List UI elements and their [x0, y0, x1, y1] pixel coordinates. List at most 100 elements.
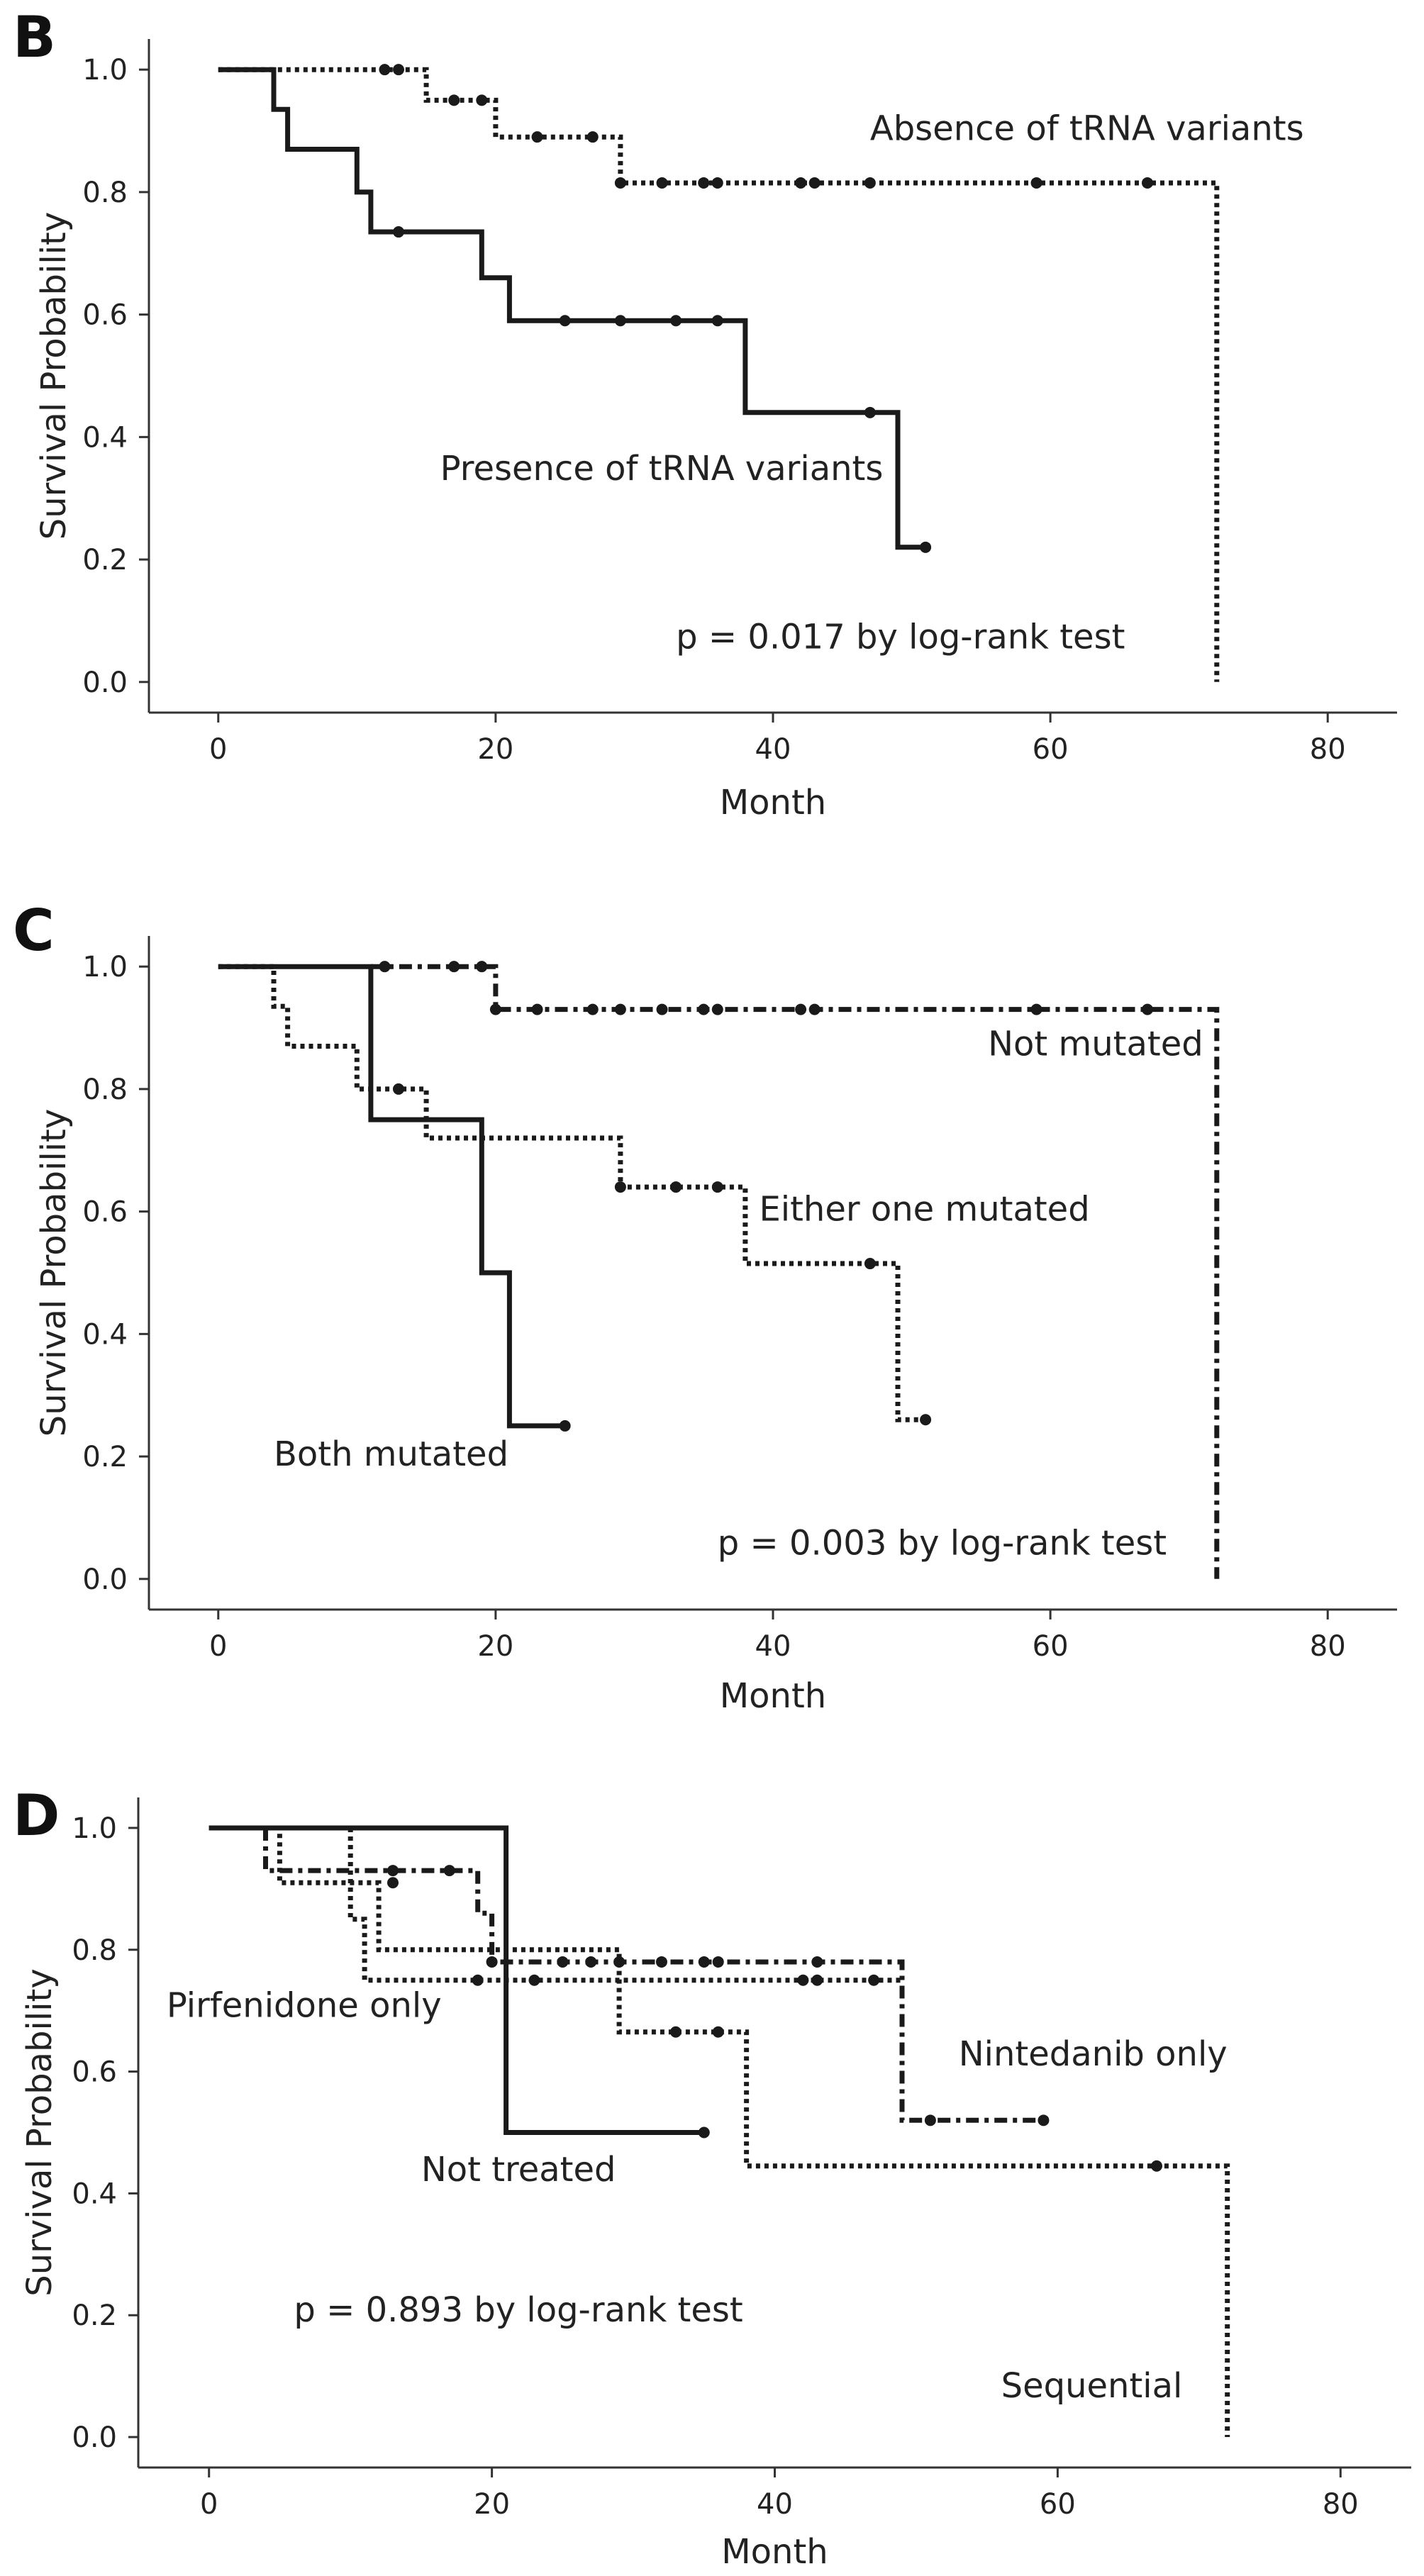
panel-d-censor-mark-pirfenidone-only [811, 1974, 823, 1986]
panel-b-y-tick-label: 0.6 [82, 299, 128, 332]
panel-b-x-tick-label: 60 [1033, 733, 1069, 766]
panel-d-x-tick-label: 60 [1040, 2488, 1076, 2521]
panel-b-censor-mark-presence-of-trna-variants [670, 315, 682, 327]
panel-d-series-pirfenidone-only [347, 1828, 902, 1983]
panel-d-y-tick-label: 0.2 [72, 2299, 117, 2332]
panel-d-censor-mark-nintedanib-only [712, 1956, 724, 1968]
panel-d-x-tick-label: 20 [474, 2488, 510, 2521]
panel-c-censor-mark-not-mutated [1030, 1003, 1042, 1015]
panel-c-label: Not mutated [988, 1024, 1203, 1064]
panel-c-censor-mark-not-mutated [1142, 1003, 1153, 1015]
panel-c-censor-mark-either-one-mutated [920, 1414, 932, 1426]
panel-c-censor-mark-both-mutated [559, 1420, 571, 1432]
panel-d-label: Sequential [1001, 2366, 1183, 2406]
panel-b-censor-mark-absence-of-trna-variants [1030, 177, 1042, 189]
panel-c-y-tick-label: 0.8 [82, 1074, 128, 1106]
panel-c-y-tick-label: 0.6 [82, 1196, 128, 1229]
panel-c-x-axis-title: Month [720, 1676, 826, 1716]
panel-d-y-tick-label: 0.4 [72, 2178, 117, 2210]
panel-c-series-not-mutated [370, 964, 1220, 1579]
panel-b-y-tick-label: 0.8 [82, 177, 128, 209]
panel-c-censor-mark-not-mutated [379, 961, 391, 973]
panel-d-label: p = 0.893 by log-rank test [294, 2290, 742, 2330]
panel-c-y-tick-label: 0.4 [82, 1318, 128, 1351]
panel-c-censor-mark-not-mutated [656, 1003, 668, 1015]
panel-b-censor-mark-absence-of-trna-variants [698, 177, 710, 189]
panel-b-label: Presence of tRNA variants [440, 449, 884, 489]
panel-c-label: p = 0.003 by log-rank test [718, 1523, 1167, 1563]
panel-b-y-tick-label: 0.4 [82, 421, 128, 454]
panel-d-censor-mark-not-treated [698, 2126, 710, 2139]
panel-b-censor-mark-absence-of-trna-variants [448, 94, 460, 106]
panel-b-censor-mark-absence-of-trna-variants [808, 177, 821, 189]
panel-d-censor-mark-sequential [387, 1877, 399, 1889]
panel-d-y-tick-label: 1.0 [72, 1812, 117, 1845]
panel-b-series-presence-of-trna-variants [218, 67, 926, 550]
panel-c-x-tick-label: 60 [1033, 1630, 1069, 1663]
panel-d-series-nintedanib-only [263, 1828, 1044, 2123]
panel-d-censor-mark-nintedanib-only [613, 1956, 625, 1968]
panel-b-censor-mark-absence-of-trna-variants [614, 177, 626, 189]
panel-b-censor-mark-absence-of-trna-variants [1142, 177, 1153, 189]
panel-b-censor-mark-presence-of-trna-variants [559, 315, 571, 327]
panel-b-censor-mark-absence-of-trna-variants [711, 177, 723, 189]
panel-d-y-tick-label: 0.8 [72, 1934, 117, 1967]
panel-b-x-tick-label: 40 [755, 733, 791, 766]
panel-b-censor-mark-absence-of-trna-variants [795, 177, 807, 189]
panel-c-series-either-one-mutated [218, 964, 926, 1422]
panel-b-letter: B [13, 4, 56, 70]
panel-b-y-tick-label: 0.0 [82, 667, 128, 699]
panel-c-y-tick-label: 0.0 [82, 1563, 128, 1596]
panel-c-letter: C [13, 898, 55, 964]
panel-b-censor-mark-presence-of-trna-variants [393, 226, 404, 238]
panel-d-censor-mark-nintedanib-only [655, 1956, 667, 1968]
panel-d-censor-mark-pirfenidone-only [472, 1974, 484, 1986]
panel-d-censor-mark-pirfenidone-only [797, 1974, 809, 1986]
panel-b-label: p = 0.017 by log-rank test [676, 617, 1125, 657]
panel-b-x-tick-label: 80 [1310, 733, 1346, 766]
panel-c-x-tick-label: 0 [209, 1630, 227, 1663]
panel-b-x-axis-title: Month [720, 783, 826, 823]
panel-c-y-tick-label: 1.0 [82, 951, 128, 983]
panel-d-censor-mark-nintedanib-only [443, 1865, 455, 1877]
panel-c-y-tick-label: 0.2 [82, 1441, 128, 1473]
panel-b-x-tick-label: 20 [477, 733, 513, 766]
panel-c-censor-mark-not-mutated [795, 1003, 807, 1015]
panel-d-x-tick-label: 40 [757, 2488, 793, 2521]
panel-b-series-absence-of-trna-variants [218, 67, 1220, 682]
panel-c-censor-mark-not-mutated [476, 961, 488, 973]
panel-d-y-tick-label: 0.0 [72, 2421, 117, 2454]
panel-d-y-axis-title: Survival Probability [20, 1968, 60, 2297]
panel-c-censor-mark-either-one-mutated [711, 1181, 723, 1193]
panel-b-censor-mark-absence-of-trna-variants [656, 177, 668, 189]
panel-d-chart: D 0 20 40 60 80 0.0 0.2 0.4 0.6 0.8 1.0 Month Surviv… [13, 1783, 1411, 2572]
panel-c-censor-mark-not-mutated [614, 1003, 626, 1015]
panel-b-y-tick-label: 1.0 [82, 54, 128, 87]
panel-d-censor-mark-pirfenidone-only [528, 1974, 540, 1986]
panel-b-censor-mark-presence-of-trna-variants [864, 406, 876, 418]
panel-d-x-tick-label: 80 [1323, 2488, 1359, 2521]
panel-c-censor-mark-not-mutated [808, 1003, 821, 1015]
panel-c-censor-mark-not-mutated [711, 1003, 723, 1015]
panel-c-censor-mark-either-one-mutated [864, 1258, 876, 1270]
panel-c-label: Either one mutated [759, 1190, 1089, 1230]
panel-b-censor-mark-presence-of-trna-variants [614, 315, 626, 327]
panel-d-censor-mark-nintedanib-only [557, 1956, 569, 1968]
panel-b-label: Absence of tRNA variants [870, 109, 1304, 149]
panel-d-censor-mark-nintedanib-only [1038, 2114, 1050, 2126]
panel-d-x-tick-label: 0 [200, 2488, 218, 2521]
panel-c-series-both-mutated [218, 964, 565, 1429]
panel-b-censor-mark-absence-of-trna-variants [531, 131, 543, 143]
panel-b-censor-mark-absence-of-trna-variants [393, 64, 404, 76]
panel-b-censor-mark-presence-of-trna-variants [711, 315, 723, 327]
panel-b-censor-mark-presence-of-trna-variants [920, 541, 932, 553]
panel-c-x-tick-label: 20 [477, 1630, 513, 1663]
panel-d-censor-mark-nintedanib-only [387, 1865, 399, 1877]
panel-d-censor-mark-nintedanib-only [811, 1956, 823, 1968]
panel-d-censor-mark-pirfenidone-only [868, 1974, 880, 1986]
panel-d-y-tick-label: 0.6 [72, 2056, 117, 2089]
panel-c-censor-mark-not-mutated [448, 961, 460, 973]
panel-d-label: Not treated [421, 2150, 616, 2190]
panel-c-censor-mark-either-one-mutated [614, 1181, 626, 1193]
panel-d-censor-mark-nintedanib-only [698, 1956, 710, 1968]
